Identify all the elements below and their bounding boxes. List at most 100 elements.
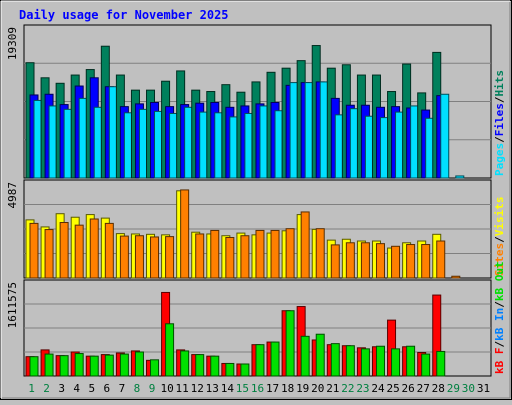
panel-3: 1611575 kB F/kB In/kB Out <box>6 261 506 377</box>
day-label-17: 17 <box>266 382 279 395</box>
bar-kb-out-day-4 <box>74 353 84 377</box>
day-label-19: 19 <box>296 382 309 395</box>
bar-sites-day-18 <box>285 228 295 279</box>
bar-kb-out-day-26 <box>406 345 416 377</box>
bar-kb-out-day-8 <box>134 351 144 377</box>
day-label-22: 22 <box>341 382 354 395</box>
day-label-18: 18 <box>281 382 294 395</box>
bar-sites-day-17 <box>270 229 280 279</box>
bar-kb-out-day-7 <box>119 353 129 377</box>
day-label-9: 9 <box>149 382 156 395</box>
bar-sites-day-3 <box>59 222 69 279</box>
panel-max-label: 4987 <box>6 182 19 209</box>
legend-pages: Pages <box>493 143 506 176</box>
day-label-3: 3 <box>58 382 65 395</box>
bar-sites-day-22 <box>345 242 355 279</box>
day-label-13: 13 <box>206 382 219 395</box>
bar-sites-day-14 <box>225 236 235 279</box>
bar-kb-out-day-13 <box>210 355 220 377</box>
legend-kb-f: kB F <box>493 348 506 375</box>
bar-sites-day-19 <box>300 211 310 279</box>
day-label-31: 31 <box>477 382 490 395</box>
day-label-20: 20 <box>311 382 324 395</box>
day-label-11: 11 <box>176 382 189 395</box>
day-label-16: 16 <box>251 382 264 395</box>
day-label-15: 15 <box>236 382 249 395</box>
bar-sites-day-13 <box>210 229 220 279</box>
legend-separator: / <box>493 236 506 243</box>
bar-sites-day-26 <box>406 244 416 279</box>
bar-sites-day-24 <box>375 243 385 279</box>
bar-sites-day-27 <box>421 244 431 279</box>
day-label-30: 30 <box>462 382 475 395</box>
day-label-29: 29 <box>447 382 460 395</box>
day-label-12: 12 <box>191 382 204 395</box>
day-label-27: 27 <box>417 382 430 395</box>
bar-kb-out-day-22 <box>345 345 355 377</box>
day-label-7: 7 <box>119 382 126 395</box>
bar-kb-out-day-24 <box>375 345 385 377</box>
bar-sites-day-12 <box>195 233 205 279</box>
bar-kb-out-day-18 <box>285 310 295 377</box>
legend-separator: / <box>493 341 506 348</box>
bar-sites-day-29 <box>451 275 461 279</box>
bar-kb-out-day-25 <box>391 348 401 377</box>
day-label-24: 24 <box>371 382 385 395</box>
panel-max-label: 19309 <box>6 27 19 60</box>
bar-sites-day-25 <box>391 245 401 279</box>
legend-separator: / <box>493 96 506 103</box>
legend-separator: / <box>493 301 506 308</box>
bar-sites-day-21 <box>330 244 340 279</box>
bar-pages-day-29 <box>455 175 465 179</box>
bar-sites-day-20 <box>315 228 325 279</box>
bar-kb-out-day-28 <box>436 350 446 377</box>
day-label-23: 23 <box>356 382 369 395</box>
bar-kb-out-day-6 <box>104 354 114 377</box>
bar-kb-out-day-9 <box>150 359 160 377</box>
bar-kb-out-day-19 <box>300 335 310 377</box>
panels: 19309Pages/Files/Hits4987Sites/Visits161… <box>6 24 506 377</box>
legend-kb-out: kB Out <box>493 261 506 301</box>
bar-sites-day-16 <box>255 229 265 279</box>
day-label-10: 10 <box>160 382 173 395</box>
bar-kb-out-day-11 <box>180 350 190 377</box>
panel-2: 4987 Sites/Visits <box>6 179 506 279</box>
bar-sites-day-8 <box>134 235 144 279</box>
day-label-14: 14 <box>221 382 235 395</box>
day-label-25: 25 <box>386 382 399 395</box>
day-label-8: 8 <box>134 382 141 395</box>
day-label-1: 1 <box>28 382 35 395</box>
legend-files: Files <box>493 103 506 136</box>
bar-kb-out-day-15 <box>240 363 250 377</box>
day-labels: 1 2 3 4 5 6 7 8 9 10 11 12 13 14 15 16 17 18 19 20 21 22 23 24 2… <box>28 382 490 395</box>
bar-sites-day-15 <box>240 235 250 279</box>
panel-legend: Pages/Files/Hits <box>493 70 506 176</box>
bar-kb-out-day-1 <box>29 356 39 377</box>
bar-sites-day-23 <box>360 242 370 279</box>
bar-kb-out-day-21 <box>330 343 340 377</box>
bar-kb-out-day-2 <box>44 353 54 377</box>
bar-kb-out-day-5 <box>89 355 99 377</box>
legend-hits: Hits <box>493 70 506 97</box>
panel-legend: kB F/kB In/kB Out <box>493 261 506 374</box>
chart-title: Daily usage for November 2025 <box>19 8 229 22</box>
panel-max-label: 1611575 <box>6 282 19 328</box>
legend-sites: Sites <box>493 243 506 276</box>
panel-legend: Sites/Visits <box>493 197 506 277</box>
bar-pages-day-28 <box>440 93 450 179</box>
bar-sites-day-6 <box>104 222 114 279</box>
bar-kb-out-day-20 <box>315 333 325 377</box>
day-label-4: 4 <box>73 382 80 395</box>
day-label-5: 5 <box>88 382 95 395</box>
bar-sites-day-7 <box>119 235 129 279</box>
bar-kb-out-day-17 <box>270 341 280 377</box>
bar-sites-day-1 <box>29 222 39 279</box>
bar-kb-out-day-12 <box>195 354 205 377</box>
bar-kb-out-day-27 <box>421 353 431 377</box>
bar-kb-out-day-3 <box>59 355 69 377</box>
day-label-21: 21 <box>326 382 339 395</box>
bar-sites-day-5 <box>89 218 99 279</box>
day-label-6: 6 <box>104 382 111 395</box>
